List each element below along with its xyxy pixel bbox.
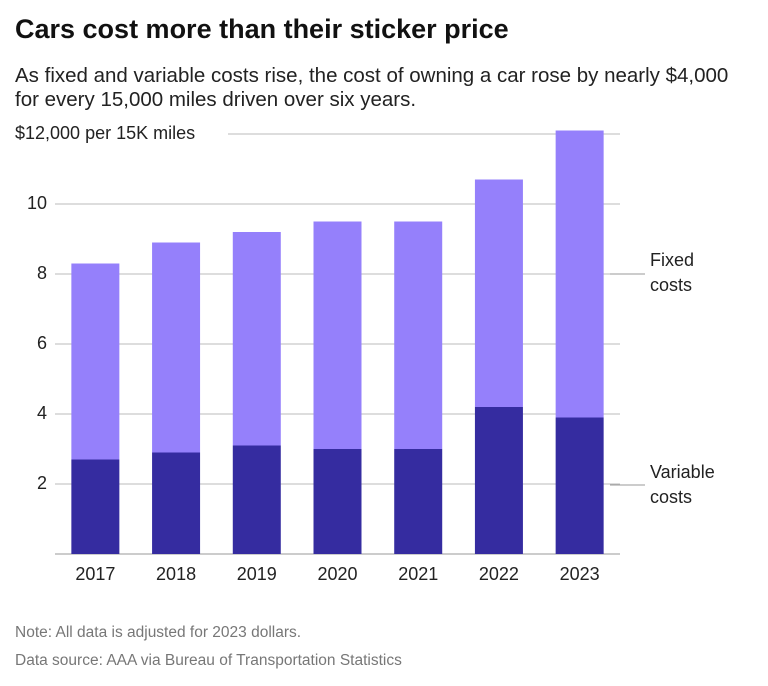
bar-segment bbox=[474, 407, 523, 554]
legend-label: Fixed costs bbox=[650, 250, 695, 295]
y-tick-label: 4 bbox=[37, 403, 47, 423]
x-tick-label: 2022 bbox=[479, 564, 519, 584]
bar-segment bbox=[232, 445, 281, 554]
bar-segment bbox=[152, 242, 201, 453]
bar-segment bbox=[232, 232, 281, 446]
bar-segment bbox=[313, 449, 362, 554]
bar-segment bbox=[474, 179, 523, 407]
y-tick-label: 6 bbox=[37, 333, 47, 353]
source: Data source: AAA via Bureau of Transport… bbox=[15, 652, 402, 669]
x-tick-label: 2020 bbox=[317, 564, 357, 584]
bar-segment bbox=[555, 130, 604, 418]
y-tick-label: $12,000 per 15K miles bbox=[15, 123, 195, 143]
y-tick-label: 2 bbox=[37, 473, 47, 493]
bar-segment bbox=[71, 263, 120, 460]
x-tick-label: 2023 bbox=[560, 564, 600, 584]
bar-segment bbox=[71, 459, 120, 554]
y-tick-label: 8 bbox=[37, 263, 47, 283]
note: Note: All data is adjusted for 2023 doll… bbox=[15, 624, 302, 641]
bar-segment bbox=[313, 221, 362, 449]
bar-segment bbox=[394, 449, 443, 554]
x-tick-label: 2018 bbox=[156, 564, 196, 584]
bar-segment bbox=[555, 417, 604, 554]
x-tick-label: 2019 bbox=[237, 564, 277, 584]
x-tick-label: 2021 bbox=[398, 564, 438, 584]
bar-segment bbox=[394, 221, 443, 449]
bar-segment bbox=[152, 452, 201, 554]
chart-subtitle: As fixed and variable costs rise, the co… bbox=[15, 64, 729, 111]
y-tick-label: 10 bbox=[27, 193, 47, 213]
legend-label: Variable costs bbox=[650, 462, 715, 507]
x-tick-label: 2017 bbox=[75, 564, 115, 584]
chart-title: Cars cost more than their sticker price bbox=[15, 14, 509, 44]
